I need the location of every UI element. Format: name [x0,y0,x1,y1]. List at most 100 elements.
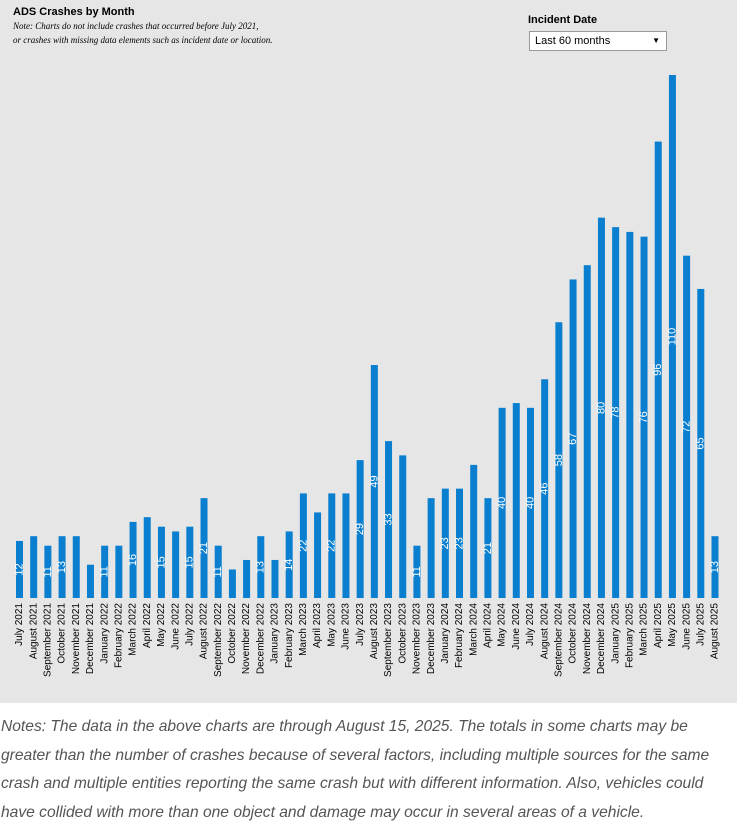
x-tick-label: July 2025 [695,603,706,646]
value-label: 22 [326,540,338,552]
x-tick-label: January 2022 [99,603,110,664]
x-tick-label: July 2021 [14,603,25,646]
value-label: 11 [99,566,111,577]
bar [683,255,691,598]
x-tick-label: October 2023 [397,603,408,664]
x-tick-label: April 2025 [653,603,664,648]
bar [484,498,492,598]
x-tick-label: May 2022 [156,603,167,647]
x-tick-label: December 2022 [255,603,266,675]
bar [143,517,151,598]
subtitle: or crashes with missing data elements su… [13,35,272,45]
x-tick-label: March 2024 [468,603,479,656]
value-label: 14 [283,559,295,571]
x-tick-label: January 2024 [440,603,451,664]
x-tick-label: June 2022 [170,603,181,650]
x-tick-label: March 2025 [639,603,650,656]
bar [356,460,364,598]
value-label: 76 [638,411,650,423]
bar [597,217,605,599]
date-dropdown[interactable]: Last 60 months ▼ [529,31,667,51]
bar [200,498,208,598]
value-label: 110 [666,328,678,346]
x-tick-label: July 2024 [525,603,536,646]
x-tick-label: October 2022 [227,603,238,664]
bar [271,559,279,598]
bar [257,536,265,598]
x-tick-label: March 2022 [128,603,139,656]
chart: ADS Crashes by Month Note: Charts do not… [12,6,721,677]
bar [612,227,620,599]
x-tick-label: May 2023 [326,603,337,647]
x-tick-label: August 2023 [369,603,380,660]
bar [285,531,293,598]
x-tick-label: February 2024 [454,603,465,668]
x-tick-label: July 2022 [184,603,195,646]
value-label: 23 [453,537,465,549]
x-tick-label: July 2023 [355,603,366,646]
x-tick-label: November 2021 [71,603,82,675]
x-tick-label: February 2025 [624,603,635,668]
bar [44,545,52,598]
x-tick-label: April 2023 [312,603,323,648]
bar [328,493,336,598]
x-tick-label: September 2023 [383,603,394,677]
value-label: 21 [482,542,494,554]
value-label: 21 [198,542,210,554]
notes: Notes: The data in the above charts are … [1,718,710,821]
x-tick-label: May 2024 [497,603,508,647]
bar [86,564,94,598]
bar [526,407,534,598]
value-label: 13 [56,561,68,573]
bar [299,493,307,598]
bar [214,545,222,598]
bar [498,407,506,598]
bar [186,526,194,598]
x-tick-label: December 2021 [85,603,96,675]
x-tick-label: October 2024 [568,603,579,664]
bar [512,403,520,598]
value-label: 33 [382,513,394,525]
bar [16,540,23,598]
x-tick-label: June 2025 [681,603,692,650]
x-tick-label: March 2023 [298,603,309,656]
bar [115,545,123,598]
x-tick-label: February 2022 [113,603,124,668]
bar [172,531,180,598]
bar [583,265,591,598]
value-label: 80 [595,402,607,414]
value-label: 72 [681,421,693,433]
value-label: 40 [496,497,508,509]
x-tick-label: August 2025 [710,603,721,660]
chart-title: ADS Crashes by Month [13,6,135,18]
x-tick-label: September 2021 [43,603,54,677]
x-tick-label: September 2024 [554,603,565,677]
x-tick-label: December 2024 [596,603,607,675]
bar [385,441,393,598]
bar [555,322,563,598]
x-tick-label: November 2023 [412,603,423,675]
x-tick-label: June 2024 [511,603,522,650]
x-tick-label: November 2022 [241,603,252,675]
dropdown-arrow: ▼ [652,36,660,45]
value-label: 65 [695,437,707,449]
value-label: 96 [652,364,664,376]
x-tick-label: November 2024 [582,603,593,675]
x-tick-label: April 2022 [142,603,153,648]
bar [456,488,464,598]
bar [427,498,435,598]
x-tick-label: February 2023 [284,603,295,668]
bar [30,536,38,598]
x-tick-label: August 2024 [539,603,550,660]
bar [569,279,577,598]
bar [640,236,648,598]
bar [654,141,662,598]
value-label: 15 [155,556,167,568]
x-tick-label: April 2024 [483,603,494,648]
bar [441,488,449,598]
x-tick-label: January 2023 [270,603,281,664]
value-label: 15 [184,556,196,568]
value-label: 29 [354,523,366,535]
bar [101,545,109,598]
bar [697,288,705,598]
